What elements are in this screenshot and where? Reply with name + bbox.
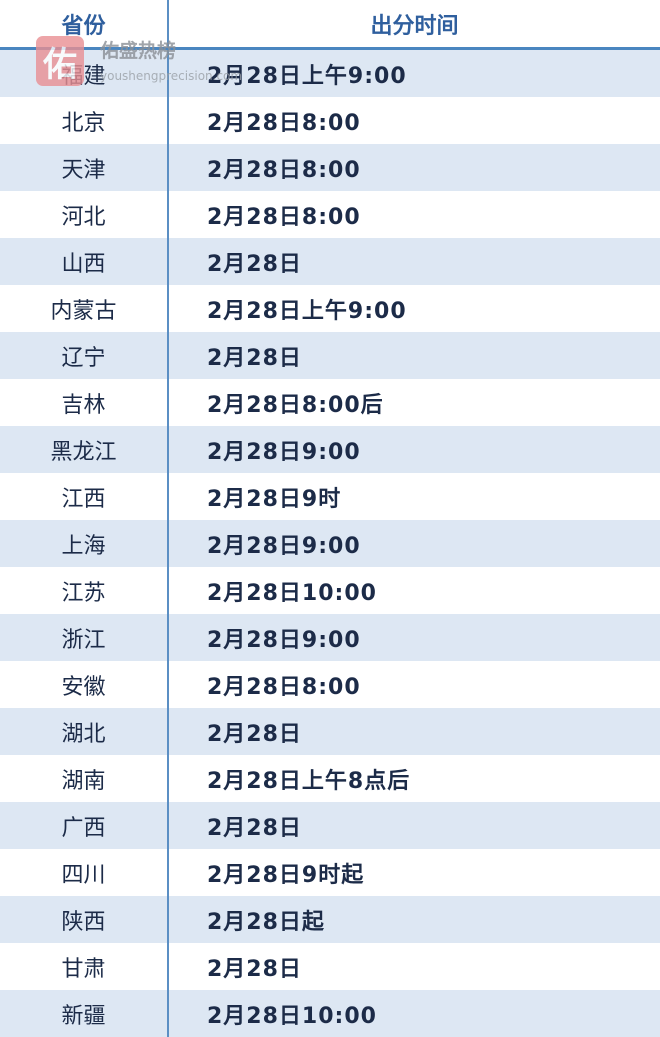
release-time-cell: 2月28日9时 <box>207 486 342 512</box>
province-cell: 内蒙古 <box>0 285 169 332</box>
table-row: 浙江 2月28日9:00 <box>0 614 660 661</box>
province-cell: 甘肃 <box>0 943 169 990</box>
release-time-cell: 2月28日起 <box>168 896 660 943</box>
province-cell: 辽宁 <box>0 332 169 379</box>
table-row: 甘肃 2月28日 <box>0 943 660 990</box>
release-time-cell: 2月28日 <box>168 802 660 849</box>
watermark-url: youshengprecision.com <box>100 69 243 83</box>
release-time-cell: 2月28日 <box>168 708 660 755</box>
release-time-cell: 2月28日 <box>168 332 660 379</box>
release-time-cell: 2月28日9时起 <box>207 862 365 888</box>
province-cell: 浙江 <box>0 614 169 661</box>
province-cell: 山西 <box>0 238 169 285</box>
table-row: 四川 2月28日9时起 <box>0 849 660 896</box>
province-cell: 湖南 <box>0 755 169 802</box>
table-row: 陕西 2月28日起 <box>0 896 660 943</box>
watermark-logo: 佑 <box>36 36 84 86</box>
release-time-cell: 2月28日上午8点后 <box>207 768 411 794</box>
table-row: 天津 2月28日8:00 <box>0 144 660 191</box>
header-province: 省份 <box>0 0 169 50</box>
table-row: 黑龙江 2月28日9:00 <box>0 426 660 473</box>
table-row: 河北 2月28日8:00 <box>0 191 660 238</box>
release-time-cell: 2月28日8:00后 <box>207 392 384 418</box>
province-cell: 安徽 <box>0 661 169 708</box>
release-time-cell: 2月28日上午9:00 <box>168 48 660 97</box>
province-cell: 黑龙江 <box>0 426 169 473</box>
table-body: 福建2月28日上午9:00北京2月28日8:00天津2月28日8:00河北2月2… <box>0 48 660 1037</box>
release-time-cell: 2月28日9:00 <box>168 426 660 473</box>
release-time-cell: 2月28日10:00 <box>207 580 377 606</box>
release-time-cell: 2月28日8:00 <box>207 674 361 700</box>
release-time-cell: 2月28日 <box>207 956 302 982</box>
province-cell: 上海 <box>0 520 169 567</box>
province-cell: 新疆 <box>0 990 169 1037</box>
release-time-cell: 2月28日9:00 <box>168 520 660 567</box>
release-time-cell: 2月28日 <box>168 238 660 285</box>
watermark: 佑 佑盛热榜 youshengprecision.com <box>36 36 242 86</box>
table-row: 山西 2月28日 <box>0 238 660 285</box>
table-row: 福建2月28日上午9:00 <box>0 48 660 97</box>
table-row: 湖南 2月28日上午8点后 <box>0 755 660 802</box>
province-cell: 四川 <box>0 849 169 896</box>
province-cell: 江苏 <box>0 567 169 614</box>
province-cell: 江西 <box>0 473 169 520</box>
table-row: 内蒙古 2月28日上午9:00 <box>0 285 660 332</box>
province-cell: 陕西 <box>0 896 169 943</box>
release-time-cell: 2月28日8:00 <box>168 144 660 191</box>
province-cell: 吉林 <box>0 379 169 426</box>
table-row: 湖北 2月28日 <box>0 708 660 755</box>
province-cell: 河北 <box>0 191 169 238</box>
province-cell: 湖北 <box>0 708 169 755</box>
table-row: 上海 2月28日9:00 <box>0 520 660 567</box>
table-row: 新疆 2月28日10:00 <box>0 990 660 1037</box>
release-time-cell: 2月28日上午9:00 <box>207 298 407 324</box>
table-row: 北京 2月28日8:00 <box>0 97 660 144</box>
table-row: 吉林 2月28日8:00后 <box>0 379 660 426</box>
table-row: 辽宁 2月28日 <box>0 332 660 379</box>
table-row: 安徽 2月28日8:00 <box>0 661 660 708</box>
header-row: 省份 出分时间 <box>0 0 660 50</box>
release-time-cell: 2月28日10:00 <box>168 990 660 1037</box>
province-cell: 天津 <box>0 144 169 191</box>
release-time-cell: 2月28日8:00 <box>207 110 361 136</box>
header-time: 出分时间 <box>168 0 660 50</box>
table-row: 广西 2月28日 <box>0 802 660 849</box>
watermark-title: 佑盛热榜 <box>100 40 177 62</box>
release-time-cell: 2月28日9:00 <box>168 614 660 661</box>
province-cell: 北京 <box>0 97 169 144</box>
table-row: 江苏 2月28日10:00 <box>0 567 660 614</box>
table-row: 江西 2月28日9时 <box>0 473 660 520</box>
province-cell: 广西 <box>0 802 169 849</box>
province-cell: 福建 <box>0 48 169 97</box>
release-time-cell: 2月28日8:00 <box>207 204 361 230</box>
